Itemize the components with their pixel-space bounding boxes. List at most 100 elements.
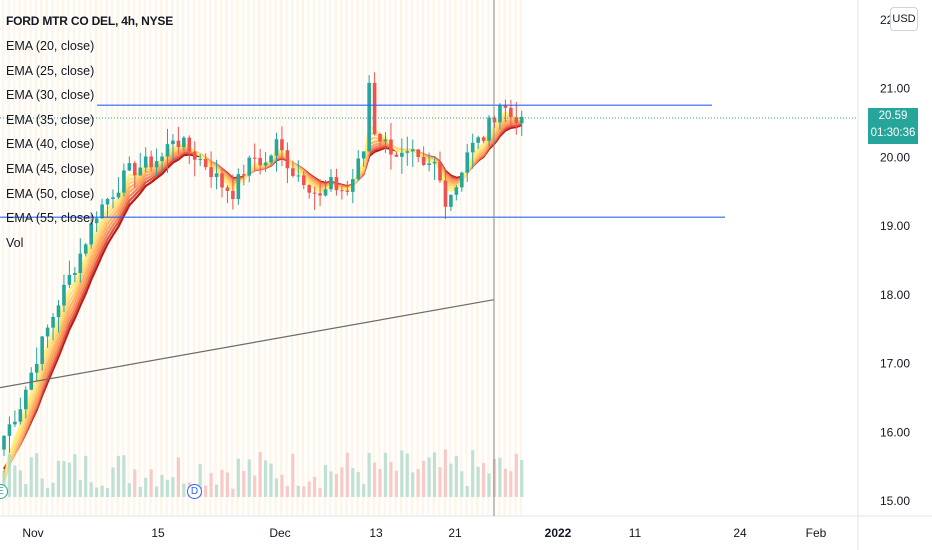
volume-bar [18,470,22,497]
candle-body [454,187,459,195]
candle-body [416,149,420,157]
candle-body [62,284,66,306]
volume-bar [356,472,360,497]
candle-body [67,274,72,285]
session-band [198,0,201,516]
volume-bar [427,457,431,497]
volume-bar [160,474,164,497]
volume-bar [116,455,121,497]
candle-body [470,142,475,153]
ema-55-legend[interactable]: EMA (55, close) [6,211,95,226]
volume-bar [471,450,475,497]
candle-body [476,137,480,143]
session-band [51,0,54,516]
candle-body [400,152,404,157]
ema-45-legend[interactable]: EMA (45, close) [6,161,95,176]
candle-body [78,253,83,273]
session-band [388,0,392,516]
volume-bar [111,467,115,497]
volume-bar [498,457,502,497]
candle-body [40,336,44,364]
volume-bar [176,457,180,497]
ema-35-legend[interactable]: EMA (35, close) [6,112,95,127]
volume-bar [334,473,339,497]
price-tick-label: 16.00 [880,425,910,439]
session-band [350,0,354,516]
candle-body [198,158,202,160]
volume-bar [29,457,33,497]
candle-body [94,218,99,224]
volume-bar [105,488,110,497]
last-price-label: 20.59 01:30:36 [868,108,918,144]
session-band [290,0,294,516]
candle-body [258,157,262,166]
volume-bar [231,488,235,497]
volume-bar [198,464,202,497]
candle-body [296,175,301,177]
candle-body [372,82,377,134]
session-band [34,0,38,516]
volume-bar [514,453,518,497]
session-band [40,0,43,516]
bar-countdown: 01:30:36 [870,127,916,139]
volume-bar [209,472,213,497]
ema-40-legend[interactable]: EMA (40, close) [6,137,95,152]
candle-body [323,189,328,196]
candle-body [127,163,132,171]
candle-body [301,175,306,186]
volume-bar [67,462,71,497]
session-band [23,0,27,516]
volume-bar [520,460,524,497]
volume-bar [35,453,39,497]
session-band [236,0,239,516]
symbol-title[interactable]: FORD MTR CO DEL, 4h, NYSE [6,14,174,28]
volume-bar [280,474,284,497]
volume-bar [56,460,61,497]
session-band [323,0,326,516]
session-band [192,0,196,516]
ema-20-legend[interactable]: EMA (20, close) [6,39,95,53]
session-band [220,0,223,516]
time-tick-label: 11 [629,526,642,540]
volume-bar [40,478,44,497]
candle-body [487,117,491,141]
price-tick-label: 17.00 [880,357,910,371]
volume-bar [383,452,388,497]
volume-bar [84,455,88,497]
session-band [470,0,474,516]
ema-50-legend[interactable]: EMA (50, close) [6,186,95,201]
candle-body [280,139,284,151]
candle-body [449,194,453,207]
volume-bar [138,486,142,497]
volume-bar [285,485,289,497]
candle-body [176,140,181,148]
volume-bar [225,472,230,497]
session-band [138,0,141,516]
candle-body [138,167,143,176]
session-band [394,0,397,516]
dividend-marker-icon[interactable]: D [187,484,202,499]
volume-bar [264,460,268,497]
session-band [405,0,408,516]
candle-body [165,144,170,157]
currency-button[interactable]: USD [890,7,918,31]
volume-legend[interactable]: Vol [6,235,24,250]
session-band [508,0,512,516]
volume-bar [100,485,104,497]
candle-body [427,163,431,165]
volume-bar [443,449,448,497]
volume-bar [329,471,333,497]
candle-body [51,317,55,328]
session-band [111,0,114,516]
volume-bar [296,485,300,497]
session-band [410,0,414,516]
candle-body [498,104,502,123]
ema-30-legend[interactable]: EMA (30, close) [6,88,95,103]
volume-bar [313,476,317,497]
candle-body [307,185,311,193]
ema-25-legend[interactable]: EMA (25, close) [6,63,95,78]
volume-bar [482,462,486,497]
session-band [465,0,468,516]
